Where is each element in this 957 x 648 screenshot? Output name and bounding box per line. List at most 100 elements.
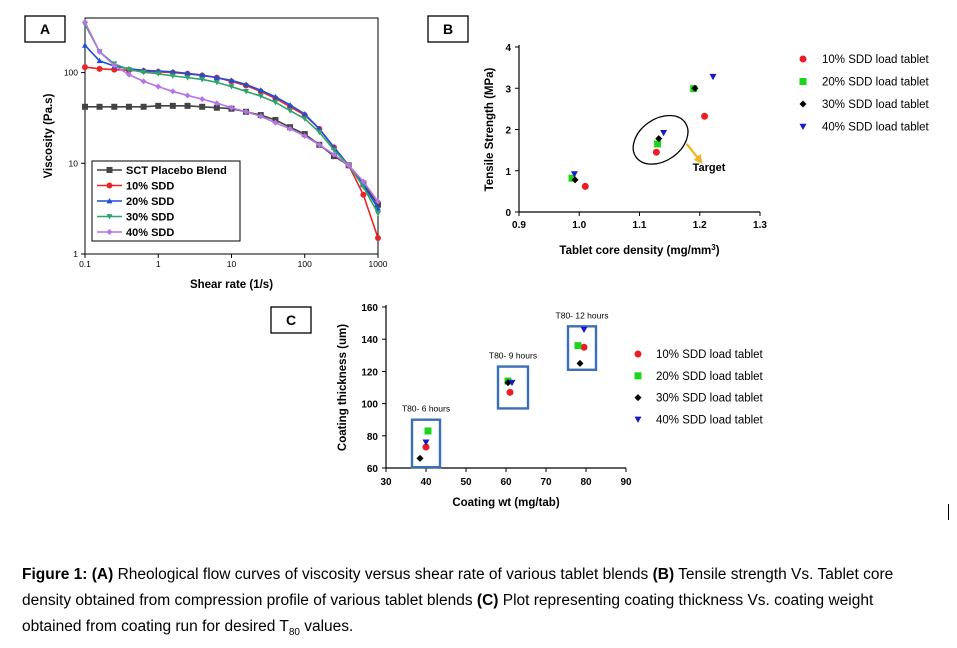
panel-b-xlabel-end: )	[716, 245, 720, 257]
panel-b-target-ellipse	[632, 114, 689, 165]
panel-b-ytick-label: 3	[505, 84, 511, 95]
panel-a-xlabel: Shear rate (1/s)	[190, 279, 273, 291]
panel-b-xlabel-superscript: 3	[711, 243, 716, 252]
panel-a-point	[199, 96, 206, 103]
panel-a-legend-box	[91, 160, 241, 242]
panel-a-point	[287, 101, 294, 108]
panel-a-label-text: A	[40, 21, 50, 37]
panel-a-point	[125, 67, 132, 73]
panel-c-xtick-label: 40	[420, 477, 432, 488]
panel-a-point	[213, 100, 220, 107]
panel-b-legend-marker	[799, 123, 807, 130]
panel-c-group-box-3	[566, 325, 598, 371]
panel-b-xtick-label: 1.3	[753, 220, 767, 231]
panel-a-point	[82, 103, 88, 110]
panel-a-label-box	[24, 15, 66, 43]
panel-b-point	[581, 182, 589, 190]
panel-a-point	[301, 110, 308, 117]
panel-a-point	[301, 116, 308, 122]
panel-a-point	[213, 74, 220, 81]
panel-c-group-label-2: T80- 9 hours	[489, 351, 537, 361]
panel-a-point	[375, 211, 381, 217]
panel-a-point	[316, 141, 323, 148]
panel-c-ytick-label: 100	[361, 400, 378, 411]
panel-a-ytick-label: 1	[73, 249, 78, 259]
panel-c-ytick-label: 60	[367, 464, 379, 475]
panel-b-point	[691, 84, 699, 92]
caption-c-end: values.	[299, 618, 354, 635]
panel-a-point	[360, 191, 367, 198]
panel-a-point	[360, 184, 367, 190]
panel-a-point	[316, 129, 323, 136]
panel-a-point	[169, 73, 176, 79]
caption-c-text: Plot representing coating thickness Vs. …	[22, 592, 874, 635]
panel-b-legend-marker	[799, 55, 807, 63]
panel-b-legend-label: 30% SDD load tablet	[822, 99, 930, 111]
panel-b-chart: 0.9 1.0 1.1 1.2 1.3 0 1 2 3 4 Tablet core density …	[484, 43, 930, 257]
panel-b-xtick-label: 0.9	[512, 220, 526, 231]
panel-c-xtick-label: 50	[460, 477, 472, 488]
panel-a-point	[243, 89, 250, 95]
caption-b-tag: (B)	[652, 566, 675, 583]
panel-a-legend-marker	[106, 214, 113, 220]
panel-a-point	[82, 64, 88, 71]
panel-c-ytick-label: 80	[367, 432, 379, 443]
panel-a-point	[375, 201, 381, 208]
panel-a-point	[287, 108, 294, 114]
panel-b-xtick-label: 1.1	[633, 220, 647, 231]
panel-a-legend-marker	[106, 198, 113, 204]
panel-c-point	[424, 427, 432, 435]
panel-c-legend: 10% SDD load tablet 20% SDD load tablet 30…	[634, 349, 764, 426]
panel-a-point	[272, 93, 279, 100]
panel-b-target-label: Target	[693, 162, 726, 174]
panel-b-point	[652, 148, 660, 156]
panel-a-point	[375, 198, 381, 205]
panel-a-point	[140, 78, 147, 85]
panel-a-point	[96, 103, 103, 110]
panel-a-point	[169, 88, 176, 95]
panel-b-point	[571, 176, 579, 184]
panel-c-point	[580, 343, 588, 351]
panel-a-point	[199, 77, 206, 83]
panel-b-legend-marker	[799, 78, 807, 85]
panel-c-xtick-label: 80	[580, 477, 592, 488]
panel-b-legend-label: 10% SDD load tablet	[822, 54, 930, 66]
panel-a-legend-marker	[106, 182, 113, 189]
panel-a-point	[169, 68, 176, 75]
caption-lead: Figure 1:	[22, 566, 88, 583]
panel-a-point	[331, 147, 338, 154]
panel-a-legend-label: 30% SDD	[126, 212, 174, 224]
panel-a-point	[155, 83, 162, 90]
panel-b-legend: 10% SDD load tablet 20% SDD load tablet 30…	[799, 54, 930, 134]
panel-c-ytick-label: 160	[361, 303, 378, 314]
panel-a-legend-marker	[106, 167, 113, 173]
panel-c-point	[422, 443, 430, 451]
panel-b-xtick-label: 1.0	[572, 220, 586, 231]
panel-a-point	[243, 81, 250, 87]
panel-c-label-text: C	[286, 312, 296, 328]
panel-a-point	[243, 108, 250, 115]
panel-a-point	[360, 178, 367, 185]
panel-b-point	[568, 174, 576, 182]
panel-b-ytick-label: 1	[505, 167, 511, 178]
panel-a-point	[199, 72, 206, 78]
panel-a-point	[184, 70, 191, 76]
panel-a-point	[169, 102, 176, 109]
panel-c-ytick-label: 140	[361, 335, 378, 346]
panel-a-point	[96, 48, 103, 55]
panel-a-point	[184, 102, 191, 109]
panel-b-legend-label: 20% SDD load tablet	[822, 77, 930, 89]
panel-b-point	[709, 73, 717, 81]
panel-c-point	[422, 439, 430, 446]
panel-b-ytick-label: 2	[505, 126, 511, 137]
panel-b-point	[570, 171, 578, 178]
panel-a-legend-label: 40% SDD	[126, 227, 174, 239]
panel-c-group-box-1	[410, 418, 442, 469]
panel-a-point	[345, 162, 352, 169]
panel-a-point	[184, 92, 191, 99]
panel-c-point	[508, 379, 516, 387]
panel-a-xtick-label: 10	[227, 259, 237, 269]
panel-b-target-arrow	[685, 143, 700, 160]
panel-c-point	[576, 359, 584, 367]
panel-c-legend-label: 30% SDD load tablet	[656, 393, 764, 405]
